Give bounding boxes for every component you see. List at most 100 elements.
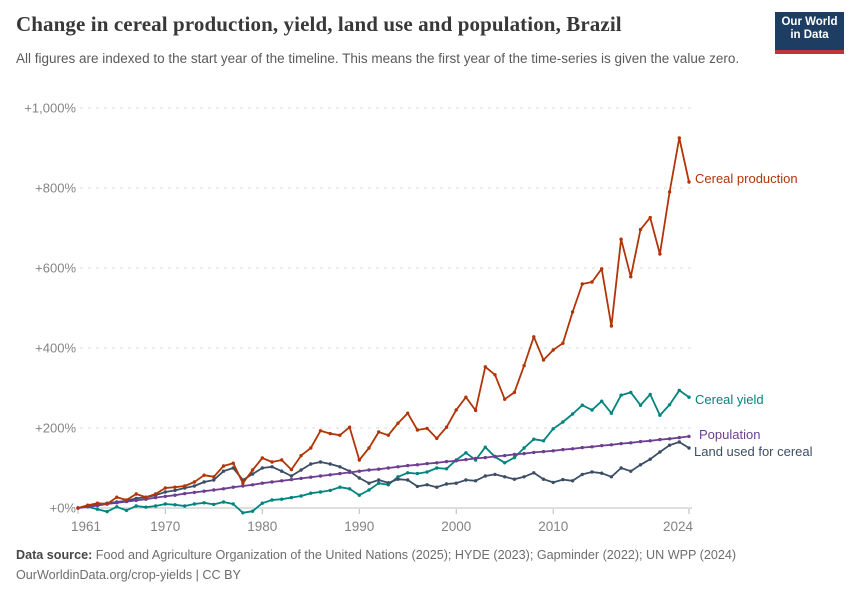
data-point-land-used-for-cereal-1995[interactable] [406,478,410,482]
data-point-population-1977[interactable] [231,485,235,489]
data-point-cereal-production-1976[interactable] [221,464,226,468]
data-point-land-used-for-cereal-2017[interactable] [619,466,623,470]
data-point-cereal-yield-2015[interactable] [600,399,604,403]
data-point-cereal-production-1986[interactable] [318,429,323,433]
data-point-population-1980[interactable] [260,481,264,485]
data-point-cereal-production-1994[interactable] [396,421,400,425]
data-point-cereal-production-1997[interactable] [425,426,429,431]
data-point-population-2020[interactable] [648,439,652,443]
data-point-cereal-yield-2013[interactable] [580,403,584,407]
data-point-cereal-yield-2017[interactable] [619,393,623,397]
data-point-cereal-yield-1971[interactable] [173,503,177,507]
data-point-land-used-for-cereal-2019[interactable] [638,463,643,467]
series-line-cereal-production[interactable] [77,137,690,509]
series-line-cereal-yield[interactable] [77,389,690,514]
data-point-population-1975[interactable] [212,488,216,492]
data-point-population-2018[interactable] [629,441,633,445]
data-point-cereal-yield-1980[interactable] [260,501,264,505]
data-point-cereal-yield-1994[interactable] [396,475,400,479]
data-point-cereal-yield-2014[interactable] [590,408,594,412]
data-point-cereal-yield-1981[interactable] [270,498,274,502]
data-point-cereal-yield-2010[interactable] [551,427,555,431]
data-point-cereal-production-1990[interactable] [357,458,361,462]
data-point-cereal-production-1967[interactable] [134,492,138,496]
data-point-population-2005[interactable] [503,453,507,458]
data-point-cereal-production-2012[interactable] [570,310,575,314]
data-point-cereal-production-1963[interactable] [95,501,100,505]
data-point-land-used-for-cereal-1973[interactable] [192,484,197,488]
data-point-land-used-for-cereal-2014[interactable] [590,470,594,474]
data-point-population-2016[interactable] [609,443,614,447]
data-point-population-1981[interactable] [270,480,274,484]
data-point-cereal-yield-1975[interactable] [212,502,216,507]
data-point-population-1993[interactable] [386,466,390,470]
data-point-population-2001[interactable] [464,457,468,462]
data-point-land-used-for-cereal-2013[interactable] [580,472,584,477]
data-point-cereal-yield-2006[interactable] [512,455,517,460]
data-point-cereal-yield-1992[interactable] [377,481,381,485]
data-point-land-used-for-cereal-1984[interactable] [299,468,303,472]
series-label-cereal-yield[interactable]: Cereal yield [695,391,764,407]
data-point-cereal-production-1966[interactable] [124,498,129,502]
data-point-population-2006[interactable] [512,452,517,457]
data-point-cereal-yield-2012[interactable] [570,412,575,416]
data-point-cereal-yield-1970[interactable] [163,502,167,506]
data-point-population-1982[interactable] [280,479,284,483]
data-point-cereal-production-1977[interactable] [231,461,235,465]
data-point-cereal-yield-2016[interactable] [609,411,614,415]
data-point-population-2003[interactable] [483,455,487,460]
data-point-population-2011[interactable] [561,447,565,452]
data-point-land-used-for-cereal-2005[interactable] [503,475,507,479]
data-point-cereal-production-2010[interactable] [551,348,555,352]
data-point-cereal-yield-1964[interactable] [105,509,109,514]
data-point-cereal-yield-1985[interactable] [309,491,313,495]
data-point-land-used-for-cereal-2018[interactable] [629,469,633,473]
data-point-cereal-production-1991[interactable] [367,446,371,450]
data-point-land-used-for-cereal-2021[interactable] [658,450,662,454]
data-point-cereal-production-2020[interactable] [648,215,652,220]
data-point-land-used-for-cereal-2024[interactable] [687,446,691,450]
data-point-land-used-for-cereal-2022[interactable] [667,443,672,447]
data-point-land-used-for-cereal-1971[interactable] [173,488,177,493]
data-point-cereal-yield-2009[interactable] [541,439,546,443]
data-point-cereal-yield-2021[interactable] [658,413,662,417]
data-point-cereal-production-1998[interactable] [435,436,439,441]
data-point-cereal-yield-1976[interactable] [221,500,226,504]
data-point-cereal-production-2006[interactable] [512,390,517,395]
data-point-population-1973[interactable] [192,490,197,495]
data-point-cereal-production-1971[interactable] [173,485,177,489]
data-point-land-used-for-cereal-2002[interactable] [473,479,478,483]
data-point-cereal-yield-1986[interactable] [318,490,323,494]
data-point-population-2014[interactable] [590,445,594,449]
data-point-cereal-yield-2011[interactable] [561,420,565,424]
data-point-population-2022[interactable] [667,437,672,441]
data-point-population-1974[interactable] [202,489,206,493]
data-point-land-used-for-cereal-2008[interactable] [532,471,536,475]
data-point-cereal-yield-1978[interactable] [241,511,245,515]
data-point-land-used-for-cereal-1982[interactable] [280,469,284,473]
data-point-population-2008[interactable] [532,450,536,455]
data-point-cereal-production-2003[interactable] [483,365,487,369]
data-point-cereal-production-2018[interactable] [629,275,633,279]
data-point-population-1992[interactable] [377,467,381,471]
data-point-land-used-for-cereal-2009[interactable] [541,477,546,481]
data-point-cereal-production-2022[interactable] [667,190,672,194]
data-point-population-1963[interactable] [95,503,100,508]
data-point-land-used-for-cereal-2015[interactable] [600,471,604,475]
data-point-cereal-production-1962[interactable] [86,503,90,507]
data-point-population-2019[interactable] [638,439,643,444]
series-label-cereal-production[interactable]: Cereal production [695,170,798,186]
data-point-cereal-production-2017[interactable] [619,237,623,241]
data-point-population-2015[interactable] [600,443,604,448]
data-point-land-used-for-cereal-1974[interactable] [202,480,206,484]
data-point-cereal-yield-1974[interactable] [202,501,206,505]
data-point-land-used-for-cereal-1990[interactable] [357,476,361,480]
data-point-population-1986[interactable] [318,474,323,478]
data-point-cereal-yield-2001[interactable] [464,451,468,455]
data-point-cereal-production-2002[interactable] [473,408,478,413]
data-point-population-1999[interactable] [444,459,449,464]
data-point-cereal-production-1982[interactable] [280,458,284,462]
data-point-land-used-for-cereal-2011[interactable] [561,477,565,482]
data-point-cereal-production-2001[interactable] [464,395,468,399]
